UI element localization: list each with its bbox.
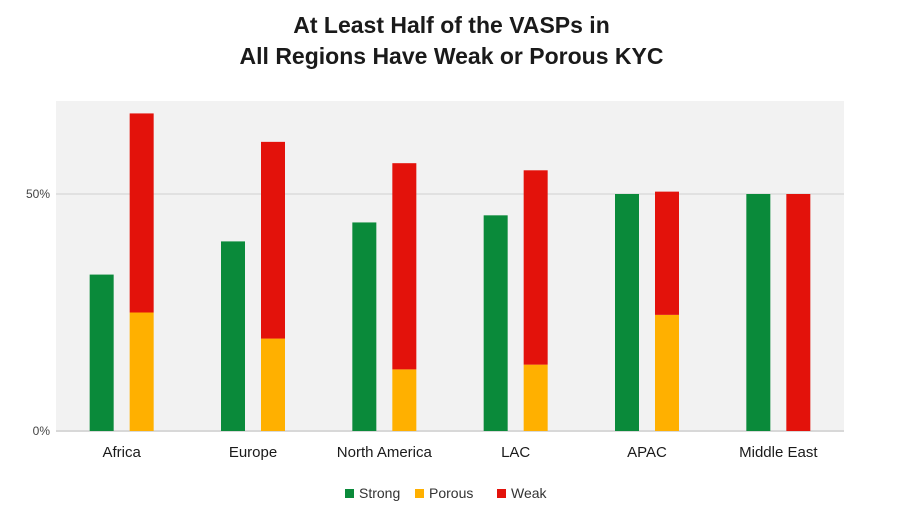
bars: [89, 113, 811, 431]
x-tick-label-lac: LAC: [501, 444, 530, 461]
bar-middle-east-weak: [786, 194, 811, 431]
bar-africa-weak: [129, 113, 154, 313]
bar-north-america-weak: [392, 163, 417, 370]
bar-apac-porous: [655, 314, 679, 431]
x-tick-label-europe: Europe: [229, 444, 277, 461]
legend-label-porous: Porous: [429, 485, 473, 501]
gridlines: [56, 193, 844, 432]
legend: Strong Porous Weak: [345, 485, 548, 501]
legend-swatch-porous: [415, 489, 424, 498]
bar-apac-strong: [615, 194, 639, 431]
legend-swatch-strong: [345, 489, 354, 498]
plot-background: [56, 101, 844, 432]
y-tick-label: 0%: [33, 424, 51, 438]
chart-title-line-2: All Regions Have Weak or Porous KYC: [239, 43, 664, 69]
chart-title-line-1: At Least Half of the VASPs in: [293, 12, 610, 38]
axes: 0% 50% Africa Europe North America LAC APAC Mid…: [26, 187, 818, 461]
bar-lac-weak: [523, 170, 548, 365]
bar-apac-weak: [655, 191, 679, 315]
chart-title: At Least Half of the VASPs in All Region…: [0, 10, 903, 72]
x-tick-label-africa: Africa: [102, 444, 141, 461]
bar-europe-strong: [221, 241, 245, 431]
bar-europe-weak: [261, 141, 285, 339]
legend-label-strong: Strong: [359, 485, 400, 501]
y-tick-label: 50%: [26, 187, 50, 201]
legend-label-weak: Weak: [511, 485, 548, 501]
bar-europe-porous: [261, 338, 285, 431]
x-tick-label-north-america: North America: [337, 444, 433, 461]
x-tick-label-middle-east: Middle East: [739, 444, 818, 461]
bar-africa-porous: [129, 312, 154, 431]
bar-africa-strong: [89, 274, 114, 431]
bar-north-america-porous: [392, 369, 417, 431]
bar-lac-porous: [523, 364, 548, 431]
x-tick-label-apac: APAC: [627, 444, 667, 461]
bar-lac-strong: [483, 215, 508, 431]
legend-swatch-weak: [497, 489, 506, 498]
bar-north-america-strong: [352, 222, 377, 431]
bar-middle-east-strong: [746, 194, 771, 431]
